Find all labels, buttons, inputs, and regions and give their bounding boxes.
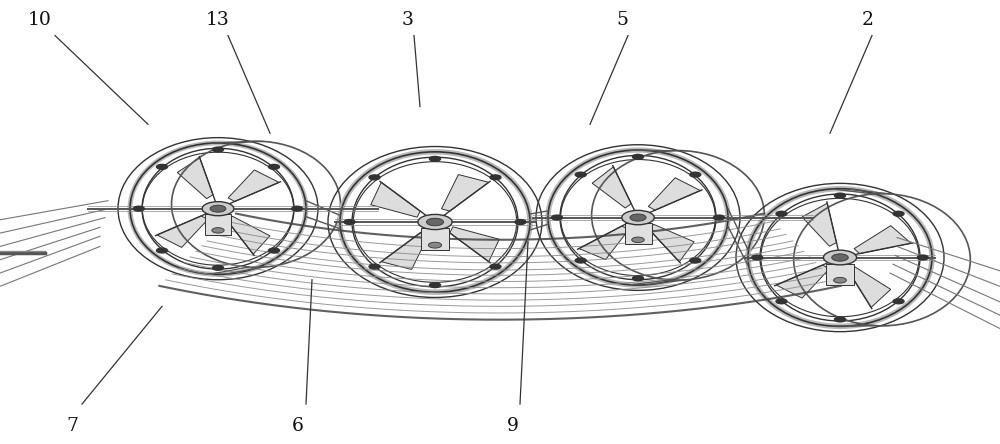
Polygon shape [802, 203, 836, 246]
Polygon shape [849, 266, 891, 307]
Circle shape [515, 220, 526, 225]
Circle shape [212, 266, 223, 270]
FancyBboxPatch shape [826, 264, 854, 285]
Circle shape [202, 202, 234, 216]
Circle shape [917, 255, 928, 260]
Text: 10: 10 [28, 11, 52, 29]
Text: 2: 2 [862, 11, 874, 29]
Polygon shape [450, 227, 499, 262]
Circle shape [690, 258, 701, 263]
Circle shape [893, 299, 904, 304]
Circle shape [428, 242, 442, 248]
Circle shape [369, 264, 380, 269]
Circle shape [212, 228, 224, 233]
Polygon shape [157, 216, 208, 247]
Circle shape [823, 250, 857, 265]
Text: 7: 7 [66, 417, 78, 435]
Circle shape [430, 156, 440, 161]
Circle shape [369, 175, 380, 180]
Circle shape [630, 214, 646, 221]
Text: 3: 3 [402, 11, 414, 29]
Circle shape [714, 215, 724, 220]
Text: 9: 9 [507, 417, 519, 435]
Circle shape [622, 210, 654, 225]
Circle shape [776, 299, 787, 304]
Circle shape [418, 214, 452, 230]
Polygon shape [228, 170, 279, 202]
Circle shape [633, 276, 644, 281]
Text: 5: 5 [616, 11, 628, 29]
Circle shape [834, 278, 846, 283]
Circle shape [156, 248, 167, 253]
Polygon shape [371, 182, 420, 217]
Circle shape [156, 164, 167, 169]
Circle shape [633, 155, 644, 159]
Circle shape [893, 211, 904, 216]
Circle shape [426, 218, 444, 226]
Polygon shape [579, 226, 629, 260]
Circle shape [632, 237, 644, 242]
Circle shape [210, 205, 226, 212]
FancyBboxPatch shape [205, 214, 231, 235]
Circle shape [490, 264, 501, 269]
Circle shape [832, 254, 848, 261]
Polygon shape [381, 233, 429, 270]
Polygon shape [177, 158, 213, 198]
Circle shape [490, 175, 501, 180]
Circle shape [575, 172, 586, 177]
FancyBboxPatch shape [624, 223, 652, 244]
Circle shape [292, 206, 303, 211]
Circle shape [269, 164, 280, 169]
Polygon shape [441, 174, 489, 211]
Polygon shape [592, 167, 631, 208]
Circle shape [776, 211, 787, 216]
Circle shape [552, 215, 562, 220]
Circle shape [834, 193, 846, 198]
Polygon shape [648, 178, 700, 210]
Polygon shape [854, 226, 911, 254]
Circle shape [344, 220, 355, 225]
Circle shape [752, 255, 763, 260]
Circle shape [575, 258, 586, 263]
Circle shape [834, 317, 846, 322]
Circle shape [133, 206, 144, 211]
FancyBboxPatch shape [421, 228, 449, 250]
Text: 13: 13 [206, 11, 230, 29]
Circle shape [212, 147, 224, 152]
Circle shape [430, 283, 440, 288]
Polygon shape [228, 216, 270, 254]
Polygon shape [776, 265, 829, 298]
Circle shape [690, 172, 701, 177]
Polygon shape [649, 224, 694, 262]
Text: 6: 6 [292, 417, 304, 435]
Circle shape [269, 248, 280, 253]
